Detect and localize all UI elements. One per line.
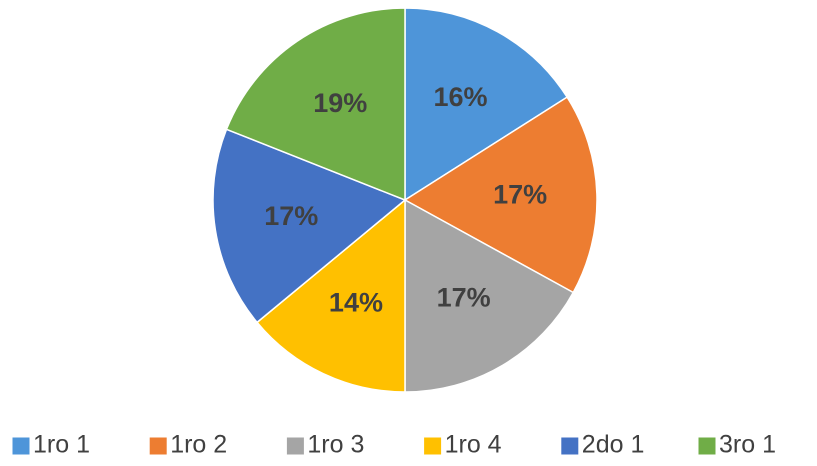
- legend-swatch: [11, 436, 31, 456]
- data-label: 17%: [493, 180, 547, 210]
- legend-label: 1ro 1: [33, 431, 90, 459]
- data-label: 17%: [437, 282, 491, 312]
- data-label: 14%: [329, 287, 383, 317]
- pie-slice: [403, 96, 598, 294]
- data-label: 17%: [264, 201, 318, 231]
- legend-label: 1ro 4: [445, 431, 502, 459]
- data-label: 19%: [313, 88, 367, 118]
- legend-swatch: [697, 436, 717, 456]
- pie-slice: [256, 198, 406, 393]
- legend-label: 1ro 2: [170, 431, 227, 459]
- legend-label: 1ro 3: [307, 431, 364, 459]
- legend-swatch: [148, 436, 168, 456]
- pie-slice: [225, 7, 406, 202]
- legend-label: 3ro 1: [719, 431, 776, 459]
- data-label: 16%: [433, 82, 487, 112]
- pie-slice: [404, 198, 575, 393]
- legend-swatch: [285, 436, 305, 456]
- legend-swatch: [423, 436, 443, 456]
- legend-label: 2do 1: [582, 431, 645, 459]
- legend-swatch: [560, 436, 580, 456]
- pie-slice: [212, 128, 407, 324]
- pie-slice: [404, 7, 569, 202]
